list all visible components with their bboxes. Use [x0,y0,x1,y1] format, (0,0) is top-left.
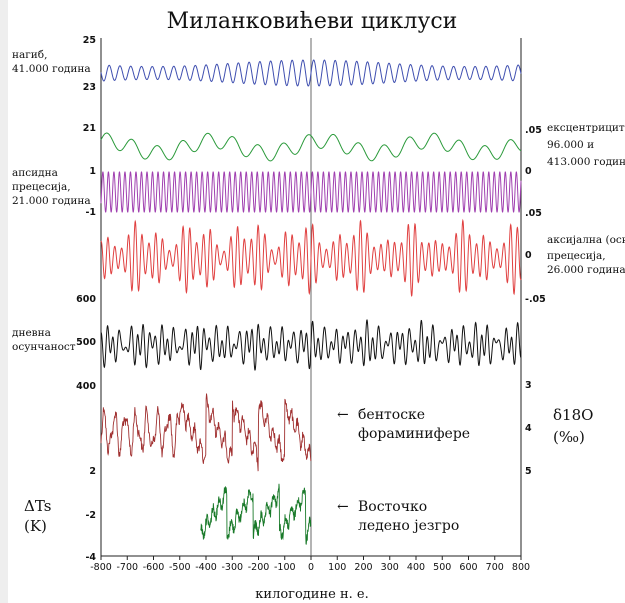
axial-tick-05: .05 [525,208,542,219]
vostok-annotation-line-2: ледено језгро [358,518,459,534]
eccentricity-label-line-1: ексцентрицитет, [547,122,625,134]
tilt-label-line-1: нагиб, [12,49,47,61]
vostok-tick-minus2: -2 [85,510,96,521]
benthic-arrow: ← [337,407,349,423]
x-tick-label: -200 [248,562,270,573]
vostok-series [200,483,312,545]
ecc-tick-0: 0 [525,166,532,177]
insolation-series [100,319,522,371]
apsidal-tick-minus1: -1 [85,207,96,218]
apsidal-label-line-2: прецесија, [12,181,71,193]
d18o-tick-5: 5 [525,466,532,477]
eccentricity-series [100,132,522,162]
x-tick-label: -800 [90,562,112,573]
vostok-annotation-line-1: Восточко [358,499,427,515]
benthic-left-tick-2: 2 [89,466,96,477]
apsidal-series [100,171,522,213]
x-tick-label: 400 [407,562,425,573]
x-axis-label: килогодине н. е. [255,587,368,602]
chart-title: Миланковићеви циклуси [167,9,458,34]
tilt-tick-23: 23 [83,82,96,93]
x-tick-label: 200 [354,562,372,573]
vostok-arrow: ← [337,499,349,515]
x-tick-label: 100 [328,562,346,573]
d18o-tick-4: 4 [525,423,532,434]
delta-t-axis-label: ΔTs [24,497,51,515]
vostok-tick-minus4: -4 [85,552,96,563]
d18o-axis-label: δ18O [553,406,593,424]
d18o-axis-unit: (‰) [553,428,585,446]
insolation-label-line-1: дневна [12,327,51,339]
tilt-tick-25: 25 [83,35,96,46]
d18o-tick-3: 3 [525,380,532,391]
ecc-left-tick-21: 21 [83,123,96,134]
axial-tick-0: 0 [525,250,532,261]
axial-tick-minus05: -.05 [525,294,546,305]
axial-series [100,218,522,297]
x-tick-label: 300 [381,562,399,573]
x-tick-label: 500 [433,562,451,573]
insolation-label-line-2: осунчаност [12,341,76,353]
x-tick-label: -300 [221,562,243,573]
insolation-tick-500: 500 [76,337,96,348]
plot-layer [100,38,522,557]
axial-label-line-2: прецесија, [547,250,606,262]
insolation-tick-400: 400 [76,381,96,392]
x-tick-label: 0 [308,562,314,573]
x-tick-label: -700 [116,562,138,573]
eccentricity-label-line-2: 96.000 и [547,139,594,151]
benthic-series [100,393,312,472]
benthic-annotation-line-1: бентоске [358,407,425,423]
apsidal-tick-1: 1 [89,166,96,177]
insolation-tick-600: 600 [76,294,96,305]
axial-label-line-1: аксијална (осна) [547,234,625,246]
x-tick-label: 700 [486,562,504,573]
x-tick-label: -400 [195,562,217,573]
eccentricity-label-line-3: 413.000 година [547,156,625,168]
x-tick-label: -600 [143,562,165,573]
axial-label-line-3: 26.000 година [547,264,625,276]
x-tick-label: 800 [512,562,530,573]
tilt-label-line-2: 41.000 година [12,63,91,75]
left-margin-strip [0,0,8,603]
benthic-annotation-line-2: фораминифере [358,426,470,442]
x-tick-label: 600 [459,562,477,573]
apsidal-label-line-3: 21.000 година [12,195,91,207]
tilt-series [100,59,522,87]
ecc-tick-05: .05 [525,125,542,136]
x-tick-label: -100 [274,562,296,573]
apsidal-label-line-1: апсидна [12,167,58,179]
delta-t-axis-unit: (K) [24,517,47,535]
x-tick-layer: -800 -700 -600 -500 -400 -300 -200 -100 0 100 200 3… [90,556,530,573]
x-tick-label: -500 [169,562,191,573]
